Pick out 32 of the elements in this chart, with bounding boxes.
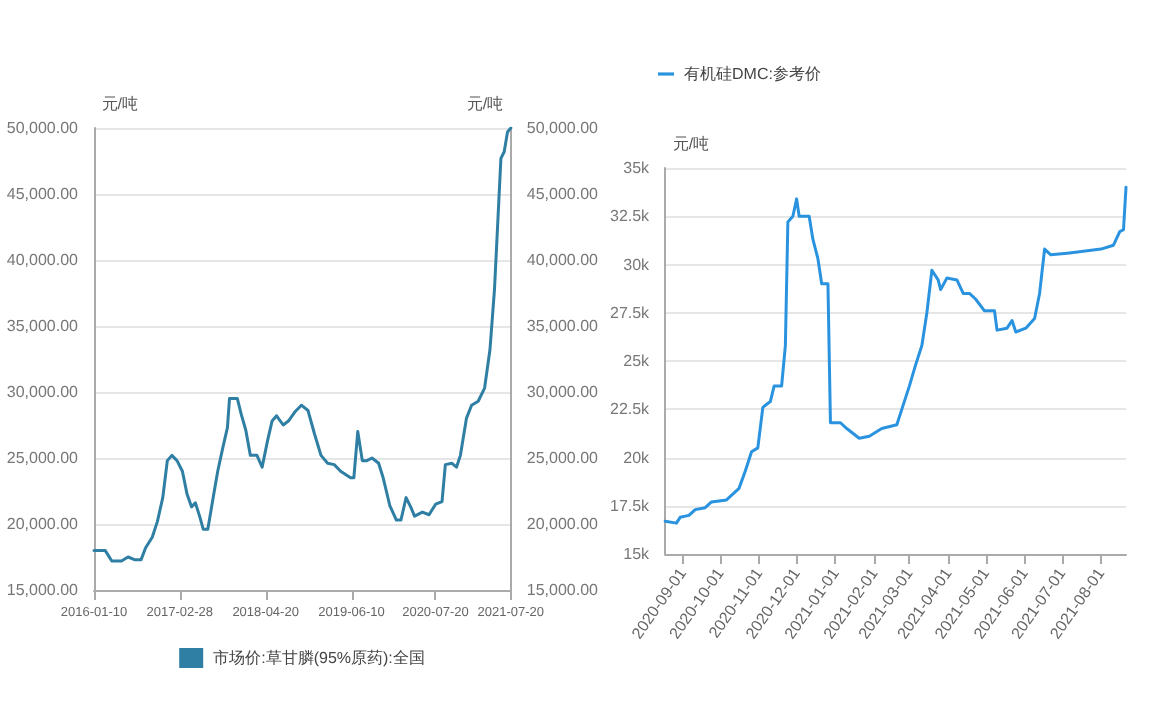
- y-tick-label: 35,000.00: [6, 317, 80, 335]
- y-tick-label: 30,000.00: [6, 383, 80, 401]
- y2-tick-label: 25,000.00: [526, 449, 600, 467]
- y2-tick-label: 50,000.00: [526, 119, 600, 137]
- y-tick-label: 15k: [623, 545, 652, 563]
- y2-tick-label: 15,000.00: [526, 581, 600, 599]
- y-tick-label: 32.5k: [609, 207, 652, 226]
- y-tick-label: 50,000.00: [6, 119, 80, 137]
- y2-tick-label: 45,000.00: [526, 185, 600, 203]
- y-tick-label: 40,000.00: [6, 251, 80, 269]
- y-axis-title: 元/吨: [101, 95, 138, 113]
- y-tick-label: 30k: [623, 255, 652, 274]
- y-tick-label: 20k: [623, 448, 652, 467]
- line-series: [663, 185, 1128, 525]
- y2-axis-title: 元/吨: [466, 95, 504, 113]
- y-tick-label: 27.5k: [609, 303, 652, 322]
- y-tick-label: 45,000.00: [6, 185, 80, 203]
- y2-tick-label: 40,000.00: [526, 251, 600, 269]
- y-tick-label: 35k: [623, 159, 652, 177]
- y-tick-label: 17.5k: [609, 496, 652, 515]
- legend-label: 有机硅DMC:参考价: [684, 65, 821, 83]
- y-tick-label: 15,000.00: [6, 581, 80, 599]
- y-tick-label: 25k: [623, 352, 652, 370]
- y-axis-title: 元/吨: [672, 135, 710, 153]
- y2-tick-label: 20,000.00: [526, 515, 600, 533]
- line-series: [92, 126, 513, 563]
- legend-label: 市场价:草甘膦(95%原药):全国: [213, 649, 425, 667]
- y-tick-label: 22.5k: [609, 400, 652, 419]
- y2-tick-label: 35,000.00: [526, 317, 600, 335]
- y2-tick-label: 30,000.00: [526, 383, 600, 401]
- y-tick-label: 20,000.00: [6, 515, 80, 533]
- y-tick-label: 25,000.00: [6, 449, 80, 467]
